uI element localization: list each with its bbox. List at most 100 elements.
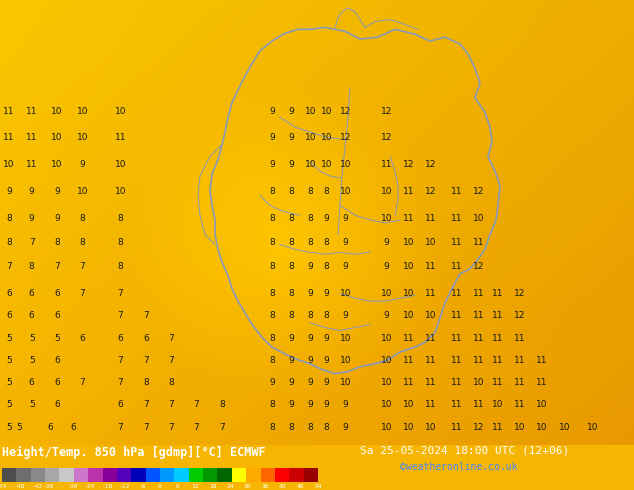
Text: 8: 8 <box>168 378 174 387</box>
Text: 12: 12 <box>340 107 351 116</box>
Text: 9: 9 <box>323 289 330 298</box>
Text: 11: 11 <box>473 400 484 409</box>
Text: 10: 10 <box>115 187 126 196</box>
Text: 10: 10 <box>340 334 351 343</box>
Text: 8: 8 <box>269 400 276 409</box>
Text: 11: 11 <box>451 187 462 196</box>
Text: 9: 9 <box>288 160 295 169</box>
Text: 7: 7 <box>79 263 86 271</box>
Text: ©weatheronline.co.uk: ©weatheronline.co.uk <box>400 462 517 472</box>
Text: 7: 7 <box>117 356 124 365</box>
Text: 10: 10 <box>536 422 548 432</box>
Text: 10: 10 <box>381 334 392 343</box>
Text: 9: 9 <box>342 263 349 271</box>
Text: 9: 9 <box>307 400 314 409</box>
Text: 11: 11 <box>536 378 548 387</box>
Text: 5: 5 <box>29 400 35 409</box>
Text: 5: 5 <box>29 356 35 365</box>
Text: 7: 7 <box>143 356 149 365</box>
Text: 10: 10 <box>51 160 63 169</box>
Text: 10: 10 <box>381 289 392 298</box>
Text: 9: 9 <box>384 238 390 247</box>
Bar <box>117 468 131 482</box>
Text: 9: 9 <box>323 378 330 387</box>
Text: 10: 10 <box>403 238 415 247</box>
Text: 9: 9 <box>342 238 349 247</box>
Text: 11: 11 <box>451 334 462 343</box>
Text: 48: 48 <box>297 484 304 489</box>
Text: 11: 11 <box>451 422 462 432</box>
Text: 9: 9 <box>269 160 276 169</box>
Text: 7: 7 <box>143 422 149 432</box>
Text: 9: 9 <box>54 187 60 196</box>
Text: 8: 8 <box>307 238 314 247</box>
Text: 11: 11 <box>403 378 415 387</box>
Bar <box>30 468 45 482</box>
Text: 11: 11 <box>3 133 15 143</box>
Text: 8: 8 <box>6 214 12 222</box>
Text: 10: 10 <box>115 160 126 169</box>
Text: 9: 9 <box>323 356 330 365</box>
Text: 54: 54 <box>314 484 321 489</box>
Text: 8: 8 <box>288 263 295 271</box>
Text: 5: 5 <box>6 356 12 365</box>
Text: 11: 11 <box>514 356 526 365</box>
Bar <box>160 468 174 482</box>
Text: 8: 8 <box>54 238 60 247</box>
Text: 10: 10 <box>77 133 88 143</box>
Text: 9: 9 <box>307 263 314 271</box>
Text: 8: 8 <box>269 289 276 298</box>
Text: 36: 36 <box>262 484 269 489</box>
Text: 5: 5 <box>6 378 12 387</box>
Text: 9: 9 <box>342 400 349 409</box>
Text: 8: 8 <box>288 289 295 298</box>
Text: 18: 18 <box>209 484 216 489</box>
Text: 10: 10 <box>403 263 415 271</box>
Bar <box>146 468 160 482</box>
Bar <box>174 468 189 482</box>
Text: 7: 7 <box>193 422 200 432</box>
Text: 6: 6 <box>48 422 54 432</box>
Text: 10: 10 <box>425 311 437 320</box>
Text: 42: 42 <box>279 484 287 489</box>
Text: 10: 10 <box>381 214 392 222</box>
Text: 9: 9 <box>288 400 295 409</box>
Text: 10: 10 <box>425 422 437 432</box>
Text: 11: 11 <box>451 238 462 247</box>
Bar <box>232 468 246 482</box>
Text: 12: 12 <box>473 263 484 271</box>
Text: 5: 5 <box>54 334 60 343</box>
Text: 11: 11 <box>403 334 415 343</box>
Text: 11: 11 <box>26 107 37 116</box>
Text: 11: 11 <box>26 133 37 143</box>
Text: 6: 6 <box>29 289 35 298</box>
Text: 6: 6 <box>29 378 35 387</box>
Text: 11: 11 <box>115 133 126 143</box>
Text: 8: 8 <box>269 334 276 343</box>
Text: 12: 12 <box>381 133 392 143</box>
Text: 12: 12 <box>340 133 351 143</box>
Text: 9: 9 <box>288 107 295 116</box>
Text: 6: 6 <box>70 422 76 432</box>
Text: 8: 8 <box>323 263 330 271</box>
Text: 9: 9 <box>288 334 295 343</box>
Text: -18: -18 <box>101 484 113 489</box>
Text: 10: 10 <box>115 107 126 116</box>
Text: -30: -30 <box>67 484 78 489</box>
Bar <box>217 468 232 482</box>
Text: 7: 7 <box>117 422 124 432</box>
Text: 12: 12 <box>381 107 392 116</box>
Text: 9: 9 <box>29 214 35 222</box>
Text: 10: 10 <box>305 107 316 116</box>
Text: 11: 11 <box>451 263 462 271</box>
Text: 10: 10 <box>403 422 415 432</box>
Text: 9: 9 <box>307 356 314 365</box>
Text: 5: 5 <box>6 422 12 432</box>
Text: 9: 9 <box>79 160 86 169</box>
Text: 10: 10 <box>77 107 88 116</box>
Text: 10: 10 <box>321 160 332 169</box>
Bar <box>16 468 30 482</box>
Text: 10: 10 <box>587 422 598 432</box>
Text: 11: 11 <box>514 400 526 409</box>
Text: 8: 8 <box>29 263 35 271</box>
